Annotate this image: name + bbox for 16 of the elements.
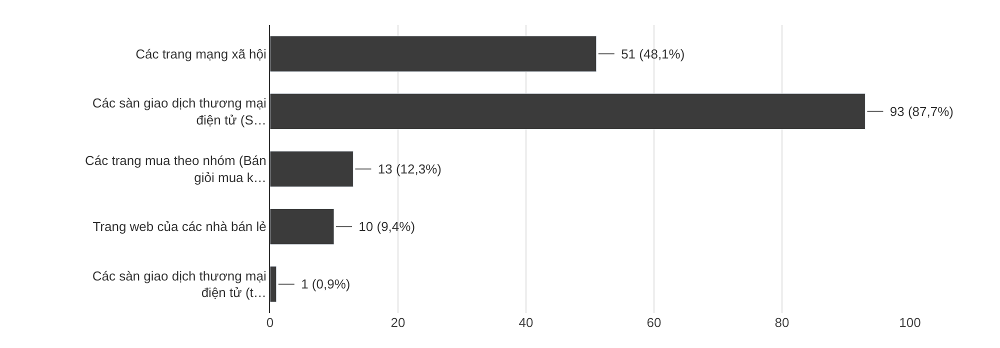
data-label: 93 (87,7%) — [868, 104, 954, 119]
y-tick-label: Các trang mua theo nhóm (Bán giỏi mua k… — [85, 153, 266, 185]
data-label: 51 (48,1%) — [599, 46, 685, 62]
x-tick-label: 60 — [646, 315, 662, 330]
x-tick-label: 100 — [899, 315, 921, 330]
x-tick-label: 40 — [518, 315, 534, 330]
y-tick-label: Các sàn giao dịch thương mại điện tử (t… — [92, 268, 267, 300]
y-tick-label: Các sàn giao dịch thương mại điện tử (S… — [92, 96, 267, 128]
x-tick-label: 0 — [266, 315, 274, 330]
x-tick-label: 80 — [774, 315, 790, 330]
y-tick-label: Các trang mạng xã hội — [136, 46, 267, 62]
y-tick-label: Trang web của các nhà bán lẻ — [92, 219, 266, 234]
x-tick-label: 20 — [390, 315, 406, 330]
data-label: 10 (9,4%) — [337, 219, 416, 234]
data-label: 1 (0,9%) — [279, 276, 350, 292]
data-label: 13 (12,3%) — [356, 162, 442, 176]
